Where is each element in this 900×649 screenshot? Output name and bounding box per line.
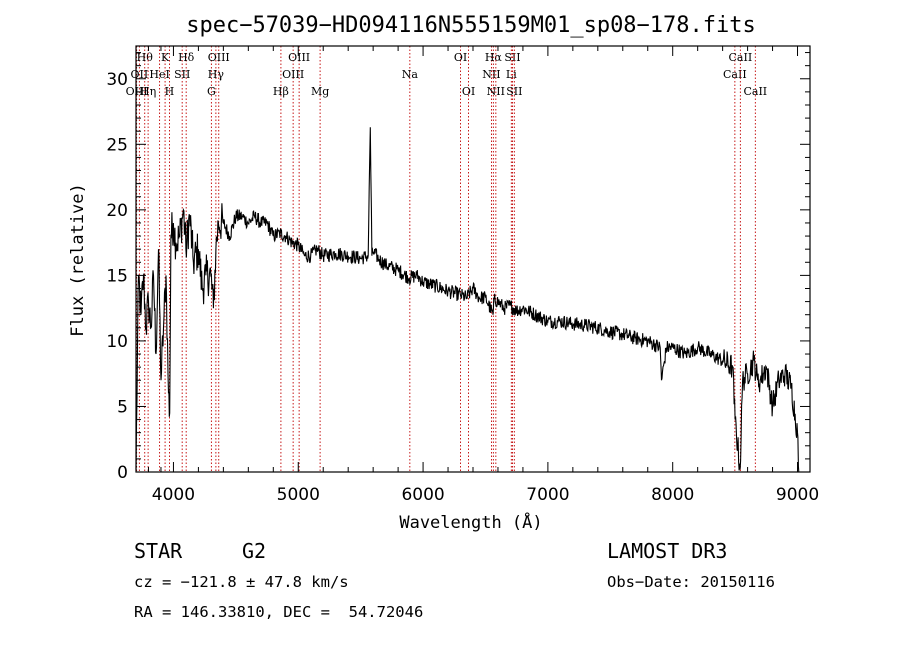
marker-label-17: OI	[454, 51, 467, 64]
marker-label-20: Hα	[485, 51, 503, 64]
y-tick-label-2: 10	[106, 332, 128, 352]
marker-label-15: Mg	[311, 85, 329, 98]
object-class: STAR	[134, 539, 183, 563]
y-tick-label-3: 15	[106, 266, 128, 286]
marker-label-21: NII	[487, 85, 505, 98]
y-axis-label: Flux (relative)	[68, 183, 88, 337]
y-tick-label-4: 20	[106, 201, 128, 221]
marker-label-26: CaII	[729, 51, 753, 64]
marker-label-5: K	[161, 51, 170, 64]
marker-label-22: Li	[506, 68, 517, 81]
marker-label-3: Hη	[140, 85, 156, 98]
marker-label-13: OIII	[282, 68, 304, 81]
x-tick-label-1: 5000	[277, 485, 320, 505]
marker-label-16: Na	[402, 68, 419, 81]
marker-label-8: Hδ	[178, 51, 195, 64]
marker-label-6: H	[165, 85, 175, 98]
y-tick-label-6: 30	[106, 70, 128, 90]
chart-title: spec−57039−HD094116N555159M01_sp08−178.f…	[186, 13, 756, 38]
x-axis-label: Wavelength (Å)	[399, 511, 542, 533]
subclass: G2	[242, 539, 267, 563]
marker-label-27: CaII	[743, 85, 767, 98]
obs-date: Obs−Date: 20150116	[607, 573, 775, 591]
x-tick-label-5: 9000	[776, 485, 819, 505]
y-tick-label-1: 5	[117, 397, 128, 417]
marker-label-18: OI	[462, 85, 475, 98]
x-tick-label-0: 4000	[152, 485, 195, 505]
survey-name: LAMOST DR3	[607, 539, 728, 563]
marker-label-12: Hβ	[273, 85, 289, 98]
y-tick-label-5: 25	[106, 135, 128, 155]
marker-label-14: OIII	[288, 51, 310, 64]
marker-label-19: NII	[482, 68, 500, 81]
marker-label-4: HeI	[149, 68, 169, 81]
marker-label-2: Hθ	[137, 51, 154, 64]
marker-label-24: SII	[506, 85, 522, 98]
spectrum-line	[135, 127, 800, 473]
marker-label-10: Hγ	[208, 68, 225, 81]
marker-label-1: OII	[131, 68, 149, 81]
marker-label-9: G	[207, 85, 216, 98]
velocity-text: cz = −121.8 ± 47.8 km/s	[134, 573, 349, 591]
axis-ticks: 4000 5000 6000 7000 8000 9000 0 5 10 15 20 25 30	[106, 46, 819, 505]
x-tick-label-2: 6000	[401, 485, 444, 505]
marker-label-11: OIII	[208, 51, 230, 64]
x-tick-label-3: 7000	[526, 485, 569, 505]
line-markers: OIIIOIIHθHηHeIKHSIIHδGHγOIIIHβOIIIOIIIMg…	[126, 46, 767, 472]
marker-label-7: SII	[174, 68, 190, 81]
plot-frame	[135, 45, 811, 473]
marker-label-25: CaII	[723, 68, 747, 81]
x-tick-label-4: 8000	[651, 485, 694, 505]
coordinates-text: RA = 146.33810, DEC = 54.72046	[134, 603, 424, 621]
marker-label-23: SII	[504, 51, 520, 64]
y-tick-label-0: 0	[117, 463, 128, 483]
